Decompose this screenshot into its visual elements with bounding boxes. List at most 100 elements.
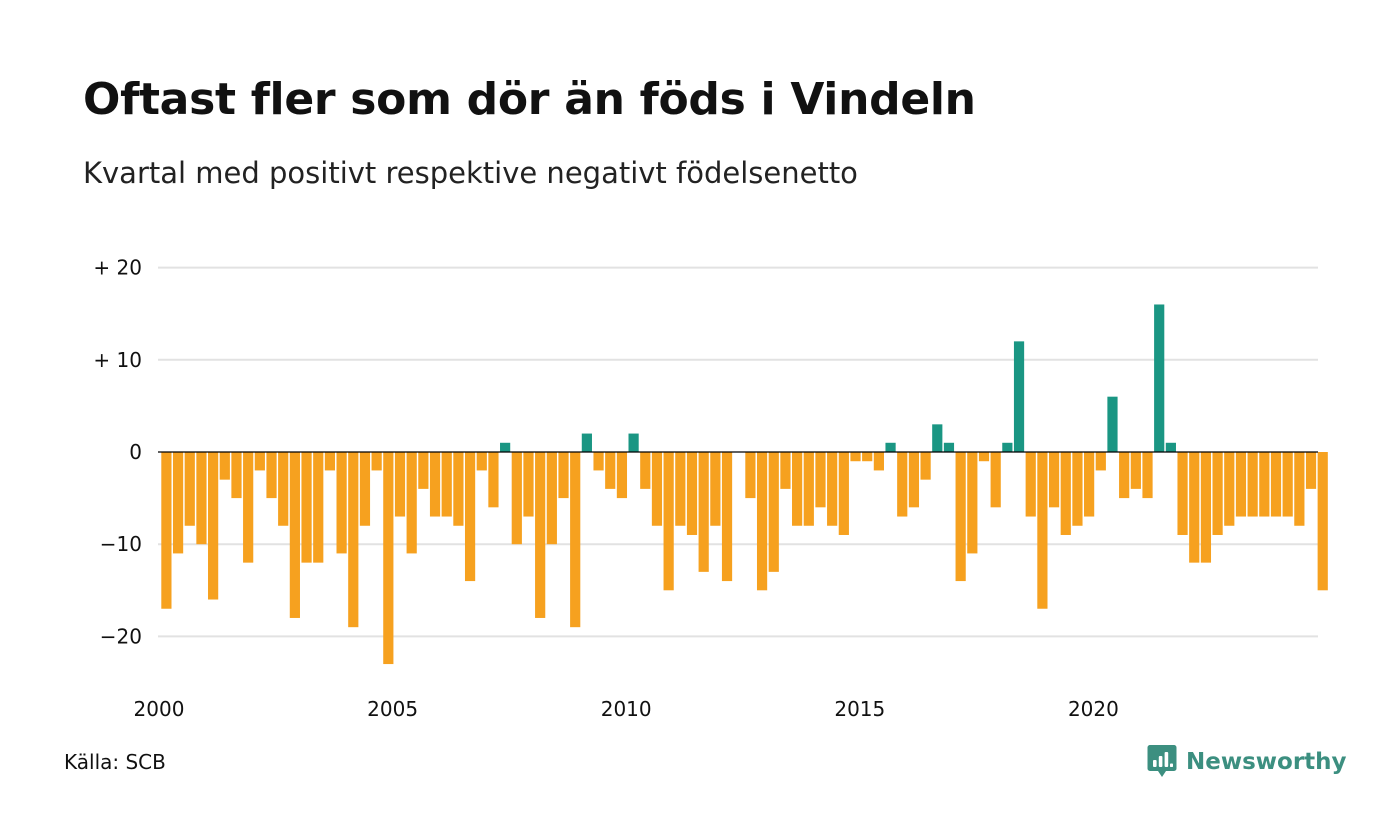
bar — [663, 452, 674, 591]
bar — [488, 452, 499, 508]
bar — [1247, 452, 1258, 517]
bar — [1200, 452, 1212, 563]
bar — [686, 452, 698, 535]
bar — [1282, 452, 1293, 517]
bar — [324, 452, 336, 471]
y-tick-label: −10 — [100, 532, 142, 556]
bar — [651, 452, 663, 526]
bar — [231, 452, 242, 499]
bar — [336, 452, 347, 554]
brand-logo: Newsworthy — [1147, 744, 1347, 780]
x-tick-label: 2015 — [834, 697, 885, 721]
brand-name: Newsworthy — [1186, 749, 1347, 775]
bar-chart: + 20 + 10 0 −10 −20 2000 2005 2010 2015 2020 — [93, 256, 1328, 721]
bar — [161, 452, 172, 609]
page-title: Oftast fler som dör än föds i Vindeln — [83, 74, 976, 125]
bar — [967, 452, 978, 554]
bar — [1224, 452, 1235, 526]
bar — [768, 452, 779, 572]
bar — [640, 452, 651, 489]
bar — [780, 452, 791, 489]
bar — [1154, 304, 1165, 452]
y-tick-label: 0 — [129, 440, 142, 464]
bar — [1317, 452, 1328, 591]
bar — [1259, 452, 1270, 517]
bar — [955, 452, 966, 582]
bar — [792, 452, 803, 526]
bar — [616, 452, 628, 499]
bar — [838, 452, 849, 535]
bar — [756, 452, 768, 591]
bar — [581, 433, 592, 452]
bar — [371, 452, 382, 471]
bar — [1165, 442, 1176, 452]
x-tick-label: 2010 — [601, 697, 652, 721]
bar — [943, 442, 955, 452]
y-tick-label: −20 — [100, 624, 142, 648]
bar — [511, 452, 522, 545]
y-tick-label: + 10 — [93, 348, 142, 372]
bar — [1002, 442, 1013, 452]
x-axis-ticks: 2000 2005 2010 2015 2020 — [134, 697, 1119, 721]
bar — [1084, 452, 1095, 517]
bar — [348, 452, 359, 628]
bars — [161, 304, 1328, 665]
bar — [978, 452, 990, 462]
y-axis-ticks: + 20 + 10 0 −10 −20 — [93, 256, 142, 649]
bar — [1095, 452, 1106, 471]
bar — [278, 452, 289, 526]
bar — [1107, 396, 1118, 452]
bar — [359, 452, 371, 526]
bar — [815, 452, 826, 508]
bar — [908, 452, 920, 508]
bar — [990, 452, 1001, 508]
bar — [675, 452, 686, 526]
bar — [593, 452, 604, 471]
bar — [464, 452, 476, 582]
bar — [208, 452, 219, 600]
newsworthy-chat-bar-icon — [1147, 745, 1177, 777]
bar — [266, 452, 277, 499]
bar — [605, 452, 616, 489]
bar — [453, 452, 464, 526]
bar — [1025, 452, 1036, 517]
bar — [920, 452, 931, 480]
bar — [476, 452, 487, 471]
bar — [1013, 341, 1025, 452]
bar — [1048, 452, 1060, 508]
bar — [184, 452, 195, 526]
bar — [500, 442, 511, 452]
bar — [1189, 452, 1200, 563]
bar — [745, 452, 756, 499]
bar — [932, 424, 943, 452]
bar — [1212, 452, 1223, 535]
bar — [570, 452, 581, 628]
bar — [429, 452, 441, 517]
x-tick-label: 2005 — [367, 697, 418, 721]
bar — [873, 452, 884, 471]
bar — [406, 452, 417, 554]
bar — [1270, 452, 1282, 517]
bar — [219, 452, 230, 480]
bar — [383, 452, 394, 665]
bar — [698, 452, 709, 572]
bar — [535, 452, 546, 618]
bar — [313, 452, 324, 563]
bar — [523, 452, 534, 517]
gridlines — [158, 266, 1318, 638]
bar — [196, 452, 207, 545]
bar — [1037, 452, 1048, 609]
bar — [1305, 452, 1317, 489]
y-tick-label: + 20 — [93, 256, 142, 280]
bar — [418, 452, 429, 489]
bar — [850, 452, 861, 462]
x-tick-label: 2020 — [1068, 697, 1119, 721]
bar — [862, 452, 873, 462]
bar — [827, 452, 838, 526]
bar — [1294, 452, 1305, 526]
bar — [721, 452, 733, 582]
bar — [1060, 452, 1071, 535]
bar — [1072, 452, 1083, 526]
x-tick-label: 2000 — [134, 697, 185, 721]
bar — [394, 452, 406, 517]
